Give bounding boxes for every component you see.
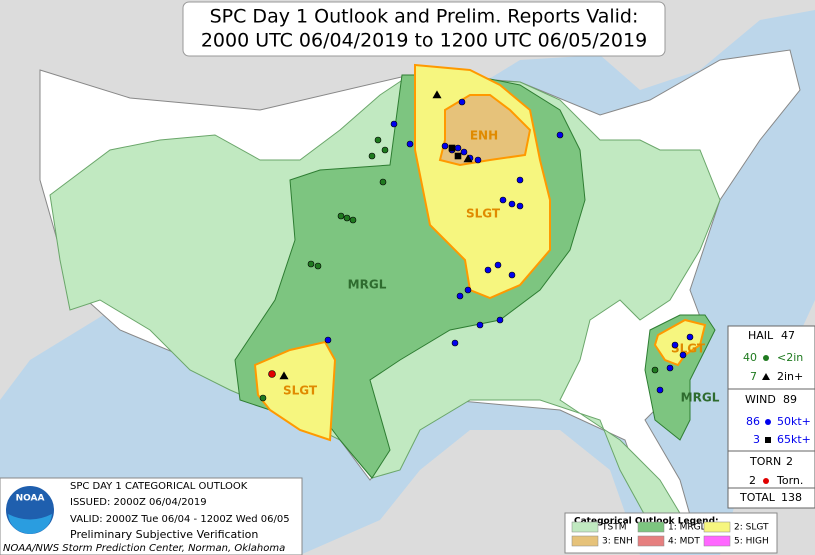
risk-label: SLGT xyxy=(466,207,501,221)
report-total: 89 xyxy=(783,393,797,406)
torn-symbol xyxy=(763,478,769,484)
enh-area xyxy=(438,94,532,167)
info-line: VALID: 2000Z Tue 06/04 - 1200Z Wed 06/05 xyxy=(70,514,290,525)
report-size: Torn. xyxy=(776,474,803,487)
logo-text: NOAA xyxy=(16,494,45,504)
legend-frame xyxy=(564,512,778,554)
legend: Categorical Outlook Legend: TSTM 3: ENH 1:… xyxy=(564,512,778,554)
legend-swatch xyxy=(703,521,731,533)
reports-frame xyxy=(727,325,815,509)
total-label: TOTAL xyxy=(739,491,776,504)
report-size: 2in+ xyxy=(777,370,803,383)
info-line: SPC DAY 1 CATEGORICAL OUTLOOK xyxy=(70,481,248,492)
report-count: 3 xyxy=(753,433,760,446)
info-box: NOAA SPC DAY 1 CATEGORICAL OUTLOOK ISSUE… xyxy=(0,477,303,555)
title: SPC Day 1 Outlook and Prelim. Reports Va… xyxy=(210,6,639,28)
noaa-logo-wave xyxy=(8,514,52,534)
legend-swatch xyxy=(571,521,599,533)
legend-label: 5: HIGH xyxy=(734,537,769,547)
risk-label: ENH xyxy=(470,129,498,143)
report-size: 50kt+ xyxy=(777,415,811,428)
report-label: HAIL xyxy=(748,329,774,342)
report-label: TORN xyxy=(749,455,781,468)
legend-swatch xyxy=(571,535,599,547)
report-size: <2in xyxy=(777,351,803,364)
legend-label: 1: MRGL xyxy=(668,523,706,533)
report-count: 2 xyxy=(749,474,756,487)
info-line: Preliminary Subjective Verification xyxy=(70,528,258,541)
title-box: SPC Day 1 Outlook and Prelim. Reports Va… xyxy=(182,1,666,57)
legend-title: Categorical Outlook Legend: xyxy=(574,517,719,527)
legend-swatch xyxy=(637,521,665,533)
total-value: 138 xyxy=(781,491,802,504)
reports-panel: HAIL 47 40 <2in 7 2in+ WIND 89 86 50kt+ … xyxy=(727,325,815,509)
title: 2000 UTC 06/04/2019 to 1200 UTC 06/05/20… xyxy=(201,30,647,52)
title-frame xyxy=(182,1,666,57)
hail-reports xyxy=(259,90,659,402)
risk-label: SLGT xyxy=(671,342,706,356)
risk-label: MRGL xyxy=(348,278,387,292)
report-count: 86 xyxy=(746,415,760,428)
wind-symbol xyxy=(765,419,771,425)
legend-label: 2: SLGT xyxy=(734,523,769,533)
legend-label: 3: ENH xyxy=(602,537,633,547)
report-size: 65kt+ xyxy=(777,433,811,446)
legend-label: 4: MDT xyxy=(668,537,700,547)
report-total: 2 xyxy=(786,455,793,468)
hail-symbol xyxy=(762,373,770,380)
legend-swatch xyxy=(637,535,665,547)
report-count: 40 xyxy=(743,351,757,364)
report-label: WIND xyxy=(745,393,776,406)
hail-symbol xyxy=(763,355,769,361)
info-line: ISSUED: 2000Z 06/04/2019 xyxy=(70,497,207,508)
wind-symbol xyxy=(765,437,771,443)
report-count: 7 xyxy=(750,370,757,383)
wind-reports xyxy=(324,98,694,394)
legend-label: TSTM xyxy=(601,523,626,533)
risk-label: SLGT xyxy=(283,384,318,398)
legend-swatch xyxy=(703,535,731,547)
info-footer: NOAA/NWS Storm Prediction Center, Norman… xyxy=(3,543,285,554)
risk-label: MRGL xyxy=(681,391,720,405)
report-total: 47 xyxy=(781,329,795,342)
